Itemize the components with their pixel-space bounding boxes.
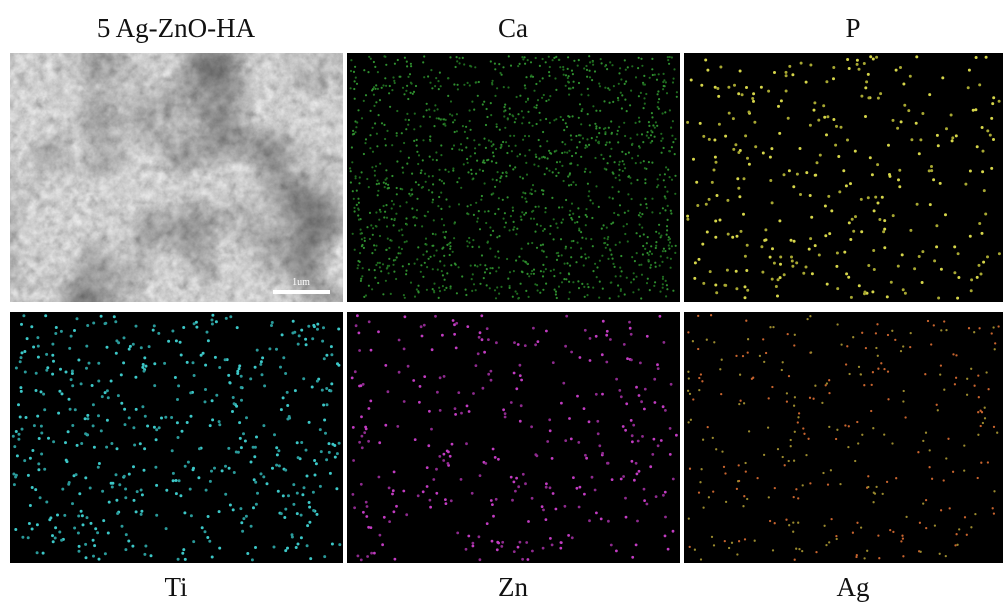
panel-label: Ca bbox=[498, 13, 528, 43]
panel-label: Zn bbox=[498, 572, 528, 602]
scale-bar-label: 1um bbox=[292, 277, 310, 288]
element-dots bbox=[349, 55, 678, 300]
element-dots bbox=[686, 55, 996, 300]
p-map bbox=[684, 53, 1003, 302]
panel-label: 5 Ag-ZnO-HA bbox=[97, 13, 256, 43]
panel-label: Ag bbox=[837, 572, 870, 602]
element-dots bbox=[686, 55, 1001, 300]
ag-map bbox=[684, 312, 1003, 563]
element-dots bbox=[14, 313, 341, 561]
element-dots bbox=[349, 55, 678, 300]
panel-label: P bbox=[845, 13, 860, 43]
panel-label: Ti bbox=[164, 572, 187, 602]
element-dots bbox=[350, 314, 678, 561]
element-dots bbox=[11, 314, 342, 562]
ca-map bbox=[347, 53, 680, 302]
element-dots bbox=[686, 315, 999, 561]
element-dots bbox=[351, 314, 675, 562]
sem-shading bbox=[10, 53, 343, 302]
sem-image: 1um bbox=[10, 53, 343, 302]
element-dots bbox=[687, 314, 1000, 561]
zn-map bbox=[347, 312, 680, 563]
